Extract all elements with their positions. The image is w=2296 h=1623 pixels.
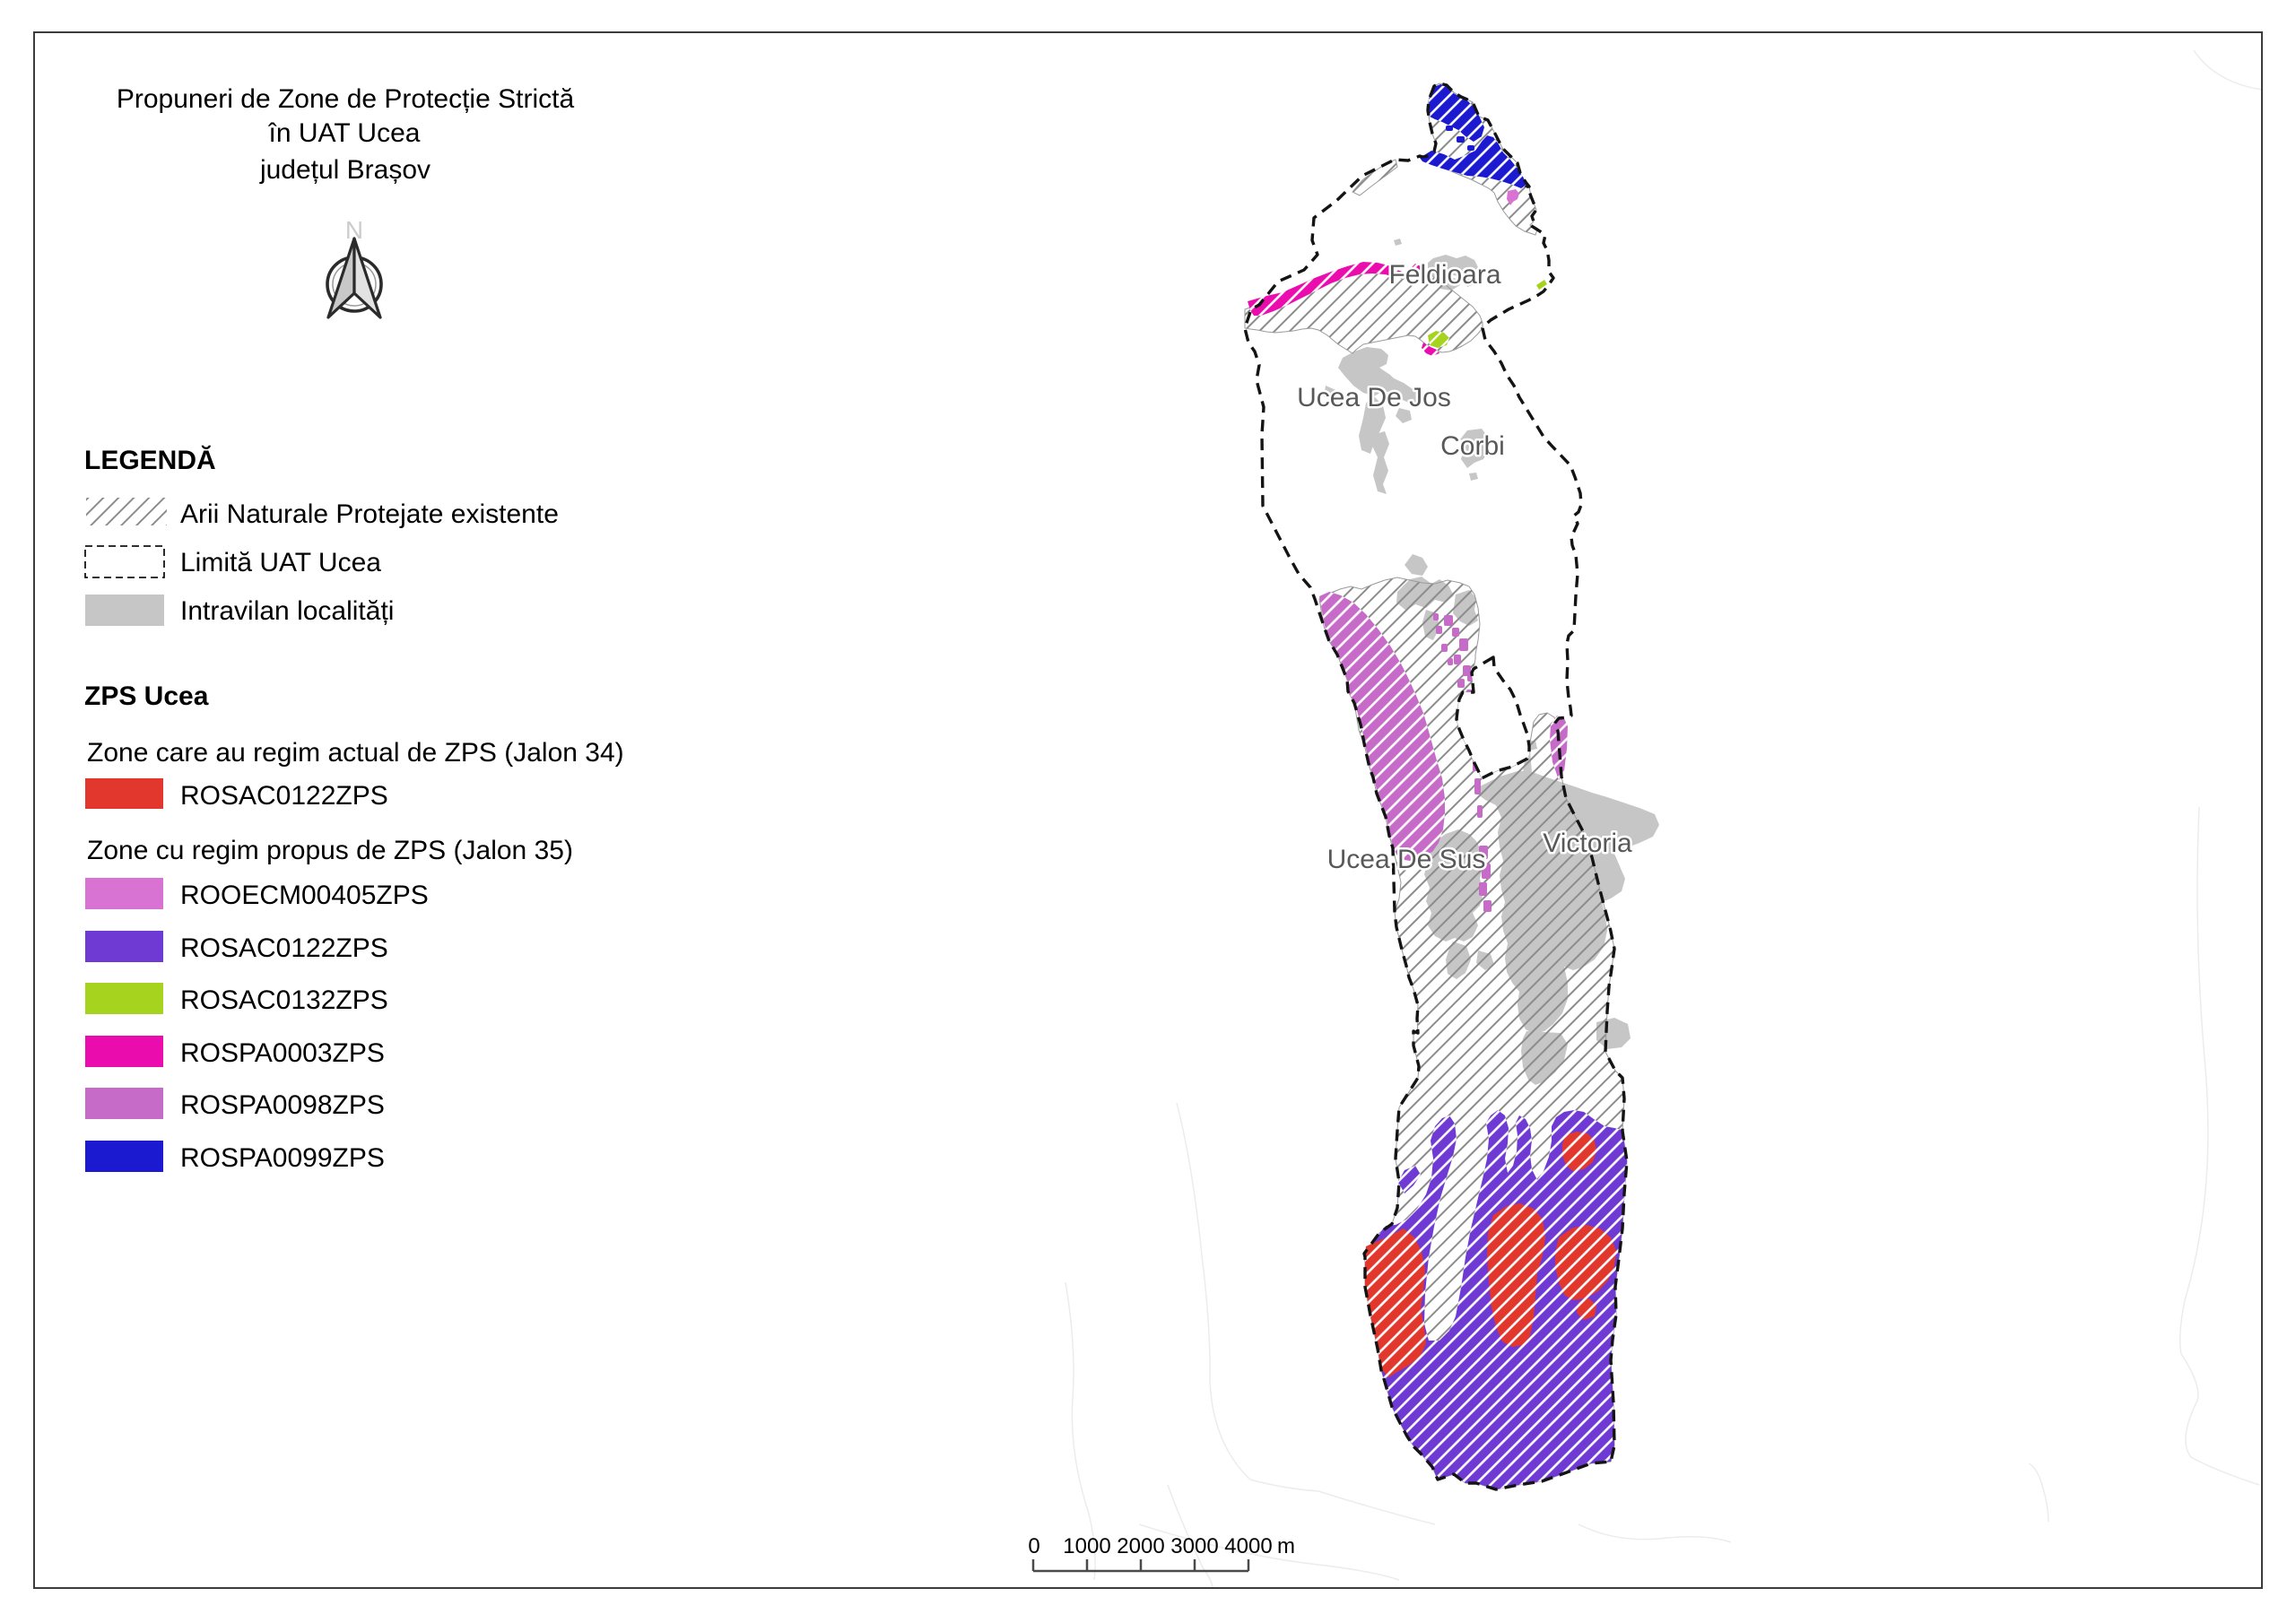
svg-text:Zone care au regim actual de Z: Zone care au regim actual de ZPS (Jalon …: [87, 738, 624, 768]
svg-text:ROSAC0132ZPS: ROSAC0132ZPS: [180, 985, 388, 1015]
svg-text:în UAT Ucea: în UAT Ucea: [268, 118, 421, 148]
svg-text:Ucea De Jos: Ucea De Jos: [1297, 383, 1451, 412]
svg-text:3000: 3000: [1170, 1534, 1218, 1558]
svg-text:2000: 2000: [1117, 1534, 1164, 1558]
svg-text:ROSAC0122ZPS: ROSAC0122ZPS: [180, 933, 388, 963]
svg-text:ROOECM00405ZPS: ROOECM00405ZPS: [180, 881, 429, 910]
svg-text:N: N: [345, 216, 363, 244]
svg-text:Propuneri de Zone de Protecție: Propuneri de Zone de Protecție Strictă: [117, 84, 575, 114]
svg-text:ROSAC0122ZPS: ROSAC0122ZPS: [180, 781, 388, 811]
svg-text:ZPS Ucea: ZPS Ucea: [84, 681, 209, 711]
svg-text:ROSPA0098ZPS: ROSPA0098ZPS: [180, 1090, 385, 1120]
svg-text:Victoria: Victoria: [1543, 829, 1632, 858]
svg-text:0: 0: [1028, 1534, 1039, 1558]
svg-text:Intravilan localități: Intravilan localități: [180, 596, 394, 626]
svg-text:Arii Naturale Protejate existe: Arii Naturale Protejate existente: [180, 499, 559, 529]
svg-text:1000: 1000: [1063, 1534, 1110, 1558]
svg-text:LEGENDĂ: LEGENDĂ: [84, 445, 216, 475]
svg-text:ROSPA0003ZPS: ROSPA0003ZPS: [180, 1038, 385, 1068]
svg-text:ROSPA0099ZPS: ROSPA0099ZPS: [180, 1143, 385, 1173]
svg-text:județul Brașov: județul Brașov: [259, 155, 430, 185]
svg-text:Feldioara: Feldioara: [1388, 260, 1500, 290]
svg-text:m: m: [1277, 1534, 1295, 1558]
svg-text:Ucea De Sus: Ucea De Sus: [1327, 845, 1486, 874]
svg-text:Zone cu regim propus de ZPS (J: Zone cu regim propus de ZPS (Jalon 35): [87, 836, 573, 865]
svg-text:Limită UAT Ucea: Limită UAT Ucea: [180, 548, 381, 577]
svg-text:4000: 4000: [1224, 1534, 1272, 1558]
svg-text:Corbi: Corbi: [1440, 431, 1505, 461]
